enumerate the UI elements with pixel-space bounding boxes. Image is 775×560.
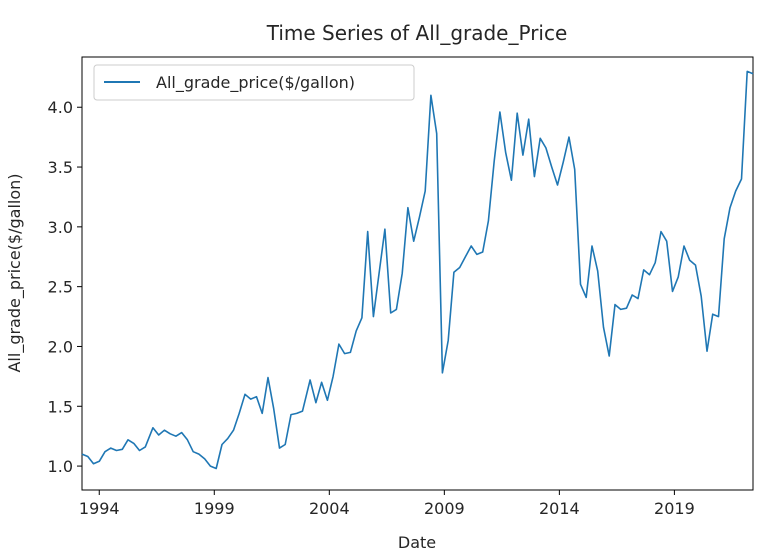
series-line-all-grade-price bbox=[81, 70, 754, 470]
y-tick-label: 4.0 bbox=[48, 98, 73, 117]
y-tick-label: 2.5 bbox=[48, 278, 73, 297]
y-axis-label: All_grade_price($/gallon) bbox=[5, 173, 25, 372]
x-axis: 1994 1999 2004 2009 2014 2019 bbox=[79, 490, 695, 518]
x-tick-label: 2004 bbox=[309, 499, 350, 518]
legend: All_grade_price($/gallon) bbox=[93, 64, 415, 101]
legend-label: All_grade_price($/gallon) bbox=[156, 73, 355, 93]
x-tick-label: 1994 bbox=[79, 499, 120, 518]
axes-frame bbox=[81, 56, 754, 491]
x-tick-label: 1999 bbox=[194, 499, 235, 518]
plot-area: 1994 1999 2004 2009 2014 2019 1.0 1.5 2.0 2.5 3.0… bbox=[48, 56, 754, 518]
legend-box bbox=[93, 64, 415, 101]
y-tick-label: 3.5 bbox=[48, 158, 73, 177]
x-tick-label: 2014 bbox=[539, 499, 580, 518]
y-tick-label: 1.0 bbox=[48, 457, 73, 476]
y-tick-label: 1.5 bbox=[48, 397, 73, 416]
y-tick-label: 3.0 bbox=[48, 218, 73, 237]
x-axis-label: Date bbox=[398, 533, 436, 552]
x-tick-label: 2019 bbox=[654, 499, 695, 518]
y-tick-label: 2.0 bbox=[48, 337, 73, 356]
chart-title: Time Series of All_grade_Price bbox=[266, 21, 568, 45]
x-tick-label: 2009 bbox=[424, 499, 465, 518]
y-axis: 1.0 1.5 2.0 2.5 3.0 3.5 4.0 bbox=[48, 98, 82, 476]
